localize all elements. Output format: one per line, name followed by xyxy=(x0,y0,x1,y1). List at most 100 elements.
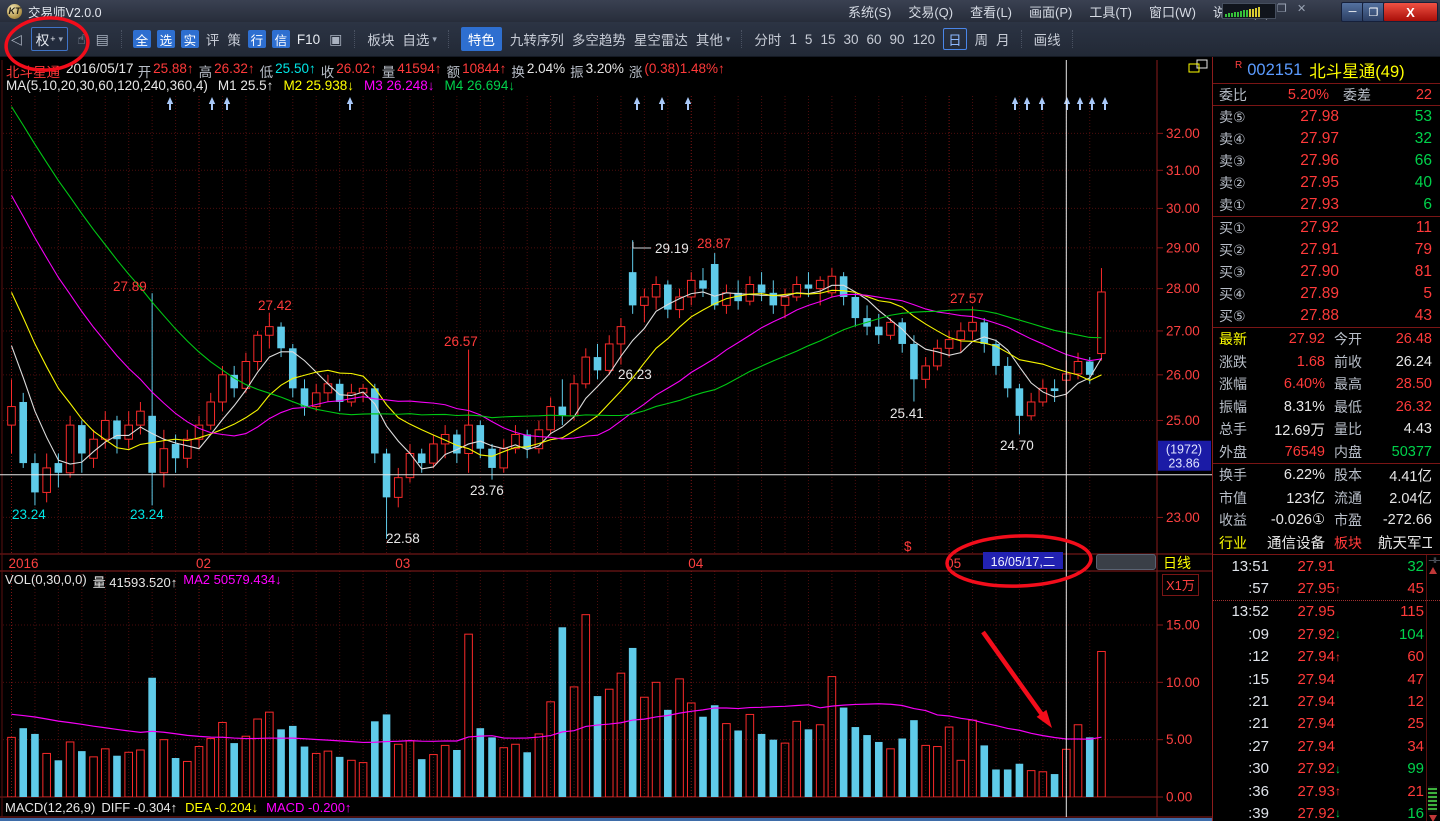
panel-close-icon[interactable]: ✕ xyxy=(1297,3,1307,15)
ruler-tool-icon[interactable]: ▤ xyxy=(95,30,109,47)
f10-button[interactable]: F10 xyxy=(296,31,321,47)
bull-bear-trend-button[interactable]: 多空趋势 xyxy=(571,33,626,48)
stat-label: 总手 xyxy=(1219,421,1247,438)
other-button[interactable]: 其他 ▾ xyxy=(695,33,731,48)
review-button[interactable]: 评 xyxy=(205,33,220,48)
signal-bar xyxy=(1246,9,1248,17)
hand-tool-icon[interactable]: ☝ xyxy=(77,30,86,47)
quote-header: R 002151 北斗星通(49) xyxy=(1213,57,1440,84)
turn-arrow-icon xyxy=(1076,97,1084,110)
ma-value-M2: M2 25.938↓ xyxy=(283,78,354,93)
menu-交易Q[interactable]: 交易(Q) xyxy=(908,4,954,20)
ma-header: MA(5,10,20,30,60,120,240,360,4) M1 25.5↑… xyxy=(6,78,517,93)
back-arrow-icon[interactable]: ◁ xyxy=(11,30,22,47)
watchlist-button[interactable]: 自选 ▾ xyxy=(402,33,437,48)
period-1[interactable]: 1 xyxy=(789,31,797,47)
menu-窗口W[interactable]: 窗口(W) xyxy=(1148,4,1196,20)
splitter-handle-icon[interactable]: ⊣⊢ xyxy=(1428,556,1440,565)
period-90[interactable]: 90 xyxy=(889,31,905,47)
price-callout-label: 25.41 xyxy=(890,406,924,421)
volume-bar xyxy=(136,749,145,797)
candle-body xyxy=(956,330,966,341)
period-15[interactable]: 15 xyxy=(820,31,836,47)
bid-row[interactable]: 买② 27.91 79 xyxy=(1213,239,1440,261)
tick-vol: 16 xyxy=(1407,804,1424,821)
ask-row-price: 27.97 xyxy=(1300,130,1339,147)
realtime-button[interactable]: 实 xyxy=(180,30,199,48)
candle-body xyxy=(171,443,180,459)
close-button[interactable]: X xyxy=(1383,2,1438,22)
tick-time: 13:52 xyxy=(1231,603,1269,621)
price-callout-label: 22.58 xyxy=(386,531,420,546)
bid-row[interactable]: 买③ 27.90 81 xyxy=(1213,261,1440,283)
ask-row[interactable]: 卖⑤ 27.98 53 xyxy=(1213,106,1440,128)
menu-查看L[interactable]: 查看(L) xyxy=(970,4,1013,20)
star-radar-button[interactable]: 星空雷达 xyxy=(633,33,688,48)
restoration-mode-button[interactable]: 权 + ▾ xyxy=(30,27,69,51)
tick-row: :21 27.94 25 xyxy=(1213,713,1440,735)
stat-value: 6.40% xyxy=(1283,376,1325,393)
layers-icon[interactable]: ▣ xyxy=(329,30,343,47)
bid-row[interactable]: 买① 27.92 11 xyxy=(1213,217,1440,239)
bid-row[interactable]: 买⑤ 27.88 43 xyxy=(1213,305,1440,327)
tick-price: 27.92 xyxy=(1297,804,1335,821)
volume-bar xyxy=(417,759,426,797)
menu-工具T[interactable]: 工具(T) xyxy=(1089,4,1132,20)
featured-button[interactable]: 特色 xyxy=(460,27,502,51)
scroll-thumb[interactable] xyxy=(1428,786,1437,812)
strategy-button[interactable]: 策 xyxy=(227,33,241,48)
menu-画面P[interactable]: 画面(P) xyxy=(1029,4,1073,20)
period-month[interactable]: 月 xyxy=(996,33,1010,48)
intraday-button[interactable]: 分时 xyxy=(754,33,782,48)
toolbar: ◁ 权 + ▾ ☝ ▤ 全选实评策行信 F10 ▣ 板块 自选 ▾ 特色 九转序列 多空趋势 星空雷达 其他 ▾ 分… xyxy=(0,22,1440,57)
ask-row[interactable]: 卖④ 27.97 32 xyxy=(1213,128,1440,150)
volume-bar xyxy=(839,707,848,797)
bid-row-label: 买⑤ xyxy=(1219,308,1246,324)
restore-button[interactable]: ❐ xyxy=(1362,2,1385,22)
sectors-button[interactable]: 板块 xyxy=(367,33,395,48)
bid-book: 买① 27.92 11 买② 27.91 79 买③ 27.90 81 买④ 27.89 5 买⑤ 27.… xyxy=(1213,217,1440,328)
ask-row[interactable]: 卖③ 27.96 66 xyxy=(1213,150,1440,172)
menu-系统S[interactable]: 系统(S) xyxy=(848,4,892,20)
tick-row: :15 27.94 47 xyxy=(1213,668,1440,690)
panel-float-icon[interactable]: ❐ xyxy=(1277,3,1287,15)
candle-body xyxy=(593,357,602,371)
minimize-button[interactable]: ─ xyxy=(1341,2,1364,22)
period-120[interactable]: 120 xyxy=(912,31,936,47)
bid-row-label: 买② xyxy=(1219,242,1246,258)
pane-divider[interactable] xyxy=(0,818,1212,821)
ask-row[interactable]: 卖② 27.95 40 xyxy=(1213,172,1440,194)
candlestick-chart[interactable]: 32.00 31.00 30.00 29.00 28.00 27.00 26.00 25.00… xyxy=(0,57,1212,821)
tick-scrollbar[interactable]: ⊣⊢ xyxy=(1426,555,1440,821)
candle-body xyxy=(815,279,825,290)
ohlc-field-label: 高 xyxy=(198,65,213,80)
bid-row[interactable]: 买④ 27.89 5 xyxy=(1213,283,1440,305)
ask-row[interactable]: 卖① 27.93 6 xyxy=(1213,194,1440,216)
volume-bar xyxy=(616,672,626,797)
price-callout-label: 27.57 xyxy=(950,291,984,306)
link-window-icon[interactable] xyxy=(1188,63,1200,73)
ma-line-m1 xyxy=(10,284,1102,470)
period-60[interactable]: 60 xyxy=(866,31,882,47)
volume-bar xyxy=(686,702,696,797)
info-button[interactable]: 信 xyxy=(271,30,290,48)
horizontal-scrollbar-thumb[interactable] xyxy=(1096,554,1156,570)
nine-turn-button[interactable]: 九转序列 xyxy=(509,33,564,48)
period-5[interactable]: 5 xyxy=(804,31,813,47)
period-30[interactable]: 30 xyxy=(843,31,859,47)
scroll-up-icon[interactable] xyxy=(1429,567,1437,574)
period-week[interactable]: 周 xyxy=(974,33,989,48)
period-day-selected[interactable]: 日 xyxy=(943,28,967,50)
volume-bar xyxy=(230,743,238,797)
candle-body xyxy=(100,419,110,440)
ask-row-vol: 32 xyxy=(1414,130,1432,147)
volume-bar xyxy=(100,748,110,797)
scroll-down-icon[interactable] xyxy=(1429,815,1437,821)
volume-bar xyxy=(429,754,438,797)
quotes-button[interactable]: 行 xyxy=(247,30,266,48)
ohlc-field-label: 开 xyxy=(137,65,152,80)
select-button[interactable]: 选 xyxy=(156,30,175,48)
draw-line-button[interactable]: 画线 xyxy=(1033,33,1061,48)
all-button[interactable]: 全 xyxy=(132,30,151,48)
